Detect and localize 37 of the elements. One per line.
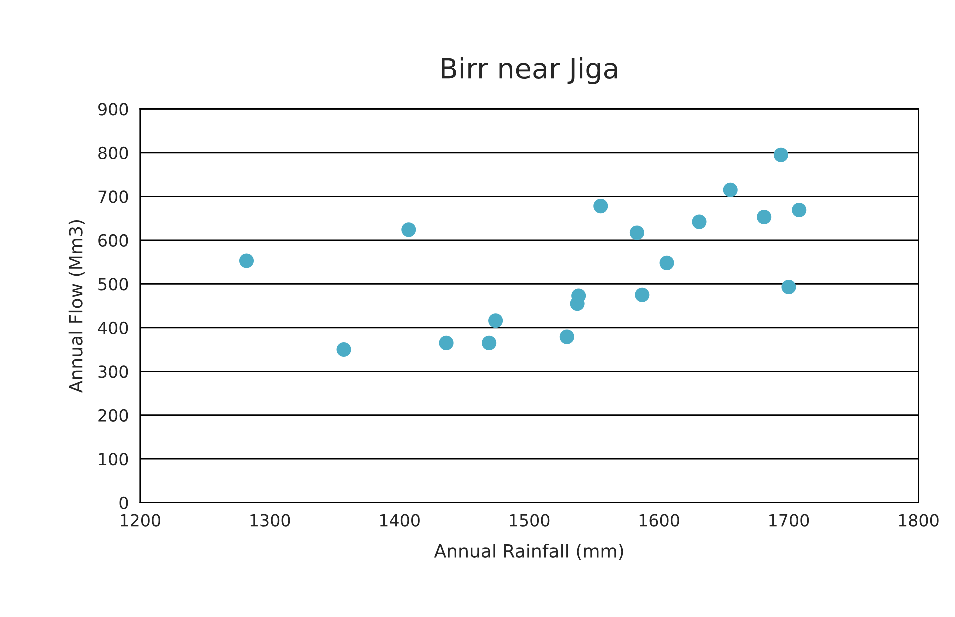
y-tick-label: 600	[98, 234, 128, 247]
x-tick-label: 1500	[510, 514, 550, 527]
y-tick-label: 900	[98, 103, 128, 116]
point	[723, 182, 738, 198]
point	[630, 226, 644, 240]
x-tick-label: 1300	[250, 514, 290, 527]
x-axis-title: Annual Rainfall (mm)	[434, 544, 624, 560]
point	[782, 280, 796, 295]
y-tick-label: 300	[98, 366, 128, 378]
y-tick-label: 200	[98, 409, 128, 422]
point	[692, 214, 707, 230]
point	[336, 342, 352, 358]
chart-title: Birr near Jiga	[442, 58, 618, 84]
point	[239, 254, 254, 268]
point	[439, 336, 454, 350]
y-tick-label: 400	[98, 322, 128, 334]
y-tick-label: 700	[98, 190, 128, 204]
y-tick-label: 0	[120, 496, 128, 510]
point	[560, 330, 574, 344]
y-tick-label: 100	[99, 453, 128, 466]
x-tick-label: 1800	[899, 514, 939, 527]
x-tick-label: 1400	[380, 514, 420, 527]
x-tick-label: 1700	[770, 514, 810, 527]
point	[774, 148, 788, 162]
point	[594, 199, 608, 214]
point	[488, 314, 504, 328]
point	[660, 256, 674, 270]
y-tick-label: 500	[98, 278, 128, 291]
point	[482, 336, 497, 350]
y-axis-title: Annual Flow (Mm3)	[68, 220, 85, 393]
point	[402, 222, 416, 238]
point	[635, 288, 650, 302]
point	[792, 202, 807, 218]
x-tick-label: 1200	[121, 514, 160, 527]
x-tick-label: 1600	[640, 514, 680, 527]
y-tick-label: 800	[98, 146, 128, 160]
point	[757, 210, 772, 225]
